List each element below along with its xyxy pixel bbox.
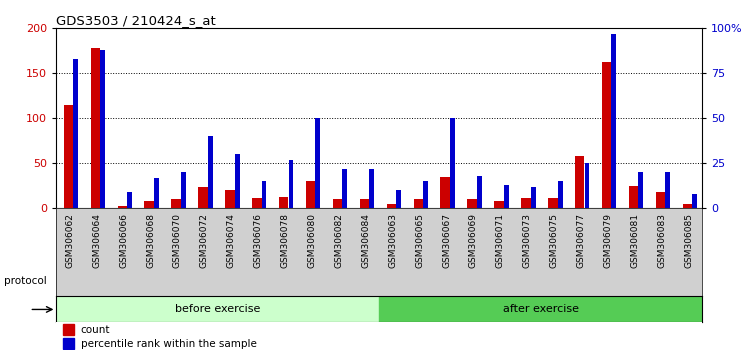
Text: percentile rank within the sample: percentile rank within the sample	[81, 339, 257, 349]
Text: GSM306084: GSM306084	[361, 213, 370, 268]
Bar	[198, 187, 208, 209]
Bar	[656, 192, 665, 209]
Bar	[504, 185, 508, 209]
Bar	[63, 338, 74, 349]
Text: count: count	[81, 325, 110, 335]
Bar	[683, 204, 692, 209]
Bar	[441, 177, 450, 209]
Text: GSM306074: GSM306074	[227, 213, 236, 268]
Bar	[315, 118, 321, 209]
Bar	[360, 199, 369, 209]
Bar	[306, 181, 315, 209]
Bar	[342, 169, 347, 209]
Bar	[144, 201, 154, 209]
Text: GSM306071: GSM306071	[496, 213, 505, 268]
Bar	[261, 181, 267, 209]
Bar	[414, 199, 423, 209]
Text: GSM306079: GSM306079	[604, 213, 613, 268]
Bar	[423, 181, 428, 209]
Bar	[288, 160, 294, 209]
Text: GSM306069: GSM306069	[469, 213, 478, 268]
Bar	[91, 48, 100, 209]
Bar	[611, 34, 617, 209]
Bar	[575, 156, 584, 209]
Bar	[450, 118, 455, 209]
Bar	[171, 199, 181, 209]
Bar	[64, 105, 73, 209]
Text: GSM306073: GSM306073	[523, 213, 532, 268]
Text: GSM306066: GSM306066	[119, 213, 128, 268]
Bar	[665, 172, 670, 209]
Bar	[494, 201, 504, 209]
Bar	[584, 164, 590, 209]
Text: GSM306068: GSM306068	[146, 213, 155, 268]
Bar	[369, 169, 374, 209]
Text: GSM306065: GSM306065	[415, 213, 424, 268]
Bar	[235, 154, 240, 209]
Text: GSM306081: GSM306081	[630, 213, 639, 268]
Text: GSM306067: GSM306067	[442, 213, 451, 268]
Bar	[333, 199, 342, 209]
Text: GSM306083: GSM306083	[657, 213, 666, 268]
Text: GSM306080: GSM306080	[307, 213, 316, 268]
Text: protocol: protocol	[4, 276, 47, 286]
Bar	[100, 50, 105, 209]
Bar	[154, 178, 159, 209]
Text: GSM306072: GSM306072	[200, 213, 209, 268]
Bar	[225, 190, 234, 209]
Text: GSM306070: GSM306070	[173, 213, 182, 268]
Text: after exercise: after exercise	[502, 304, 579, 314]
Text: GSM306062: GSM306062	[65, 213, 74, 268]
Bar	[74, 59, 78, 209]
Bar	[208, 136, 213, 209]
Bar	[548, 198, 557, 209]
Bar	[387, 204, 396, 209]
Bar	[531, 187, 535, 209]
Bar	[127, 192, 132, 209]
Text: GSM306085: GSM306085	[684, 213, 693, 268]
Text: GSM306064: GSM306064	[92, 213, 101, 268]
Bar	[63, 324, 74, 335]
Bar	[602, 62, 611, 209]
Bar	[56, 296, 379, 322]
Bar	[252, 198, 261, 209]
Bar	[477, 176, 482, 209]
Bar	[558, 181, 562, 209]
Text: before exercise: before exercise	[175, 304, 261, 314]
Text: GSM306078: GSM306078	[281, 213, 290, 268]
Bar	[379, 296, 702, 322]
Text: GDS3503 / 210424_s_at: GDS3503 / 210424_s_at	[56, 14, 216, 27]
Bar	[521, 198, 531, 209]
Text: GSM306075: GSM306075	[550, 213, 559, 268]
Text: GSM306063: GSM306063	[388, 213, 397, 268]
Bar	[118, 206, 127, 209]
Bar	[181, 172, 185, 209]
Bar	[629, 186, 638, 209]
Bar	[467, 199, 477, 209]
Bar	[397, 190, 401, 209]
Text: GSM306082: GSM306082	[334, 213, 343, 268]
Bar	[638, 172, 644, 209]
Bar	[279, 197, 288, 209]
Text: GSM306076: GSM306076	[254, 213, 263, 268]
Text: GSM306077: GSM306077	[577, 213, 586, 268]
Bar	[692, 194, 697, 209]
